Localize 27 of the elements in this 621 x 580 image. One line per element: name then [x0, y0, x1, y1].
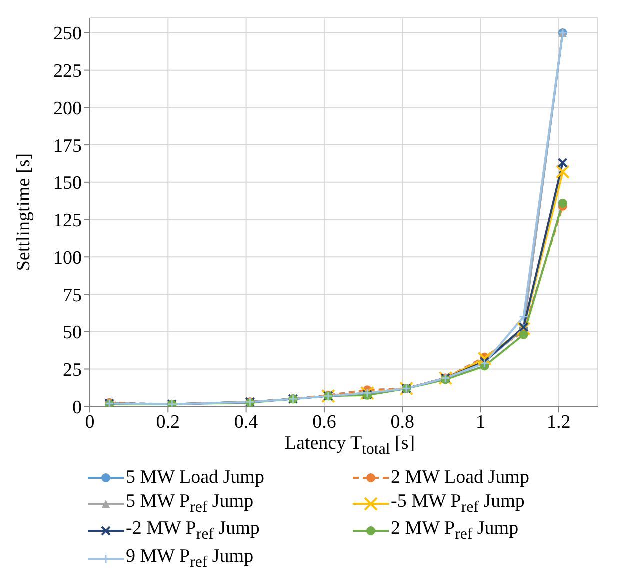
legend-label: 2 MW P$_{ref}$ Jump	[391, 518, 519, 544]
y-tick-label: 250	[54, 24, 82, 45]
x-tick-label: 0	[85, 412, 95, 434]
y-tick-label: 150	[54, 173, 82, 194]
legend-label: -5 MW P$_{ref}$ Jump	[391, 490, 525, 516]
x-tick-label: 1	[476, 412, 486, 434]
y-tick-label: 0	[72, 397, 82, 418]
legend-label: 5 MW Load Jump	[126, 466, 264, 489]
x-tick-label: 0.2	[156, 412, 180, 434]
y-tick-label: 225	[54, 61, 82, 82]
y-tick-label: 175	[54, 136, 82, 157]
legend-label: 5 MW P$_{ref}$ Jump	[126, 490, 254, 516]
x-tick-label: 1.2	[547, 412, 571, 434]
x-tick-label: 0.4	[234, 412, 259, 434]
x-tick-label: 0.6	[312, 412, 336, 434]
y-axis-title: Settlingtime [s]	[14, 153, 35, 272]
y-tick-label: 25	[63, 360, 82, 381]
legend-label: 9 MW P$_{ref}$ Jump	[126, 546, 254, 572]
y-tick-label: 200	[54, 98, 82, 120]
y-tick-label: 50	[63, 322, 82, 344]
y-tick-label: 75	[63, 285, 82, 306]
x-tick-label: 0.8	[390, 412, 414, 434]
x-axis-title: Latency T$_{total}$ [s]	[284, 433, 416, 458]
legend-label: -2 MW P$_{ref}$ Jump	[126, 518, 260, 544]
y-tick-label: 125	[54, 210, 82, 232]
legend-label: 2 MW Load Jump	[391, 466, 530, 489]
y-tick-label: 100	[54, 248, 82, 269]
